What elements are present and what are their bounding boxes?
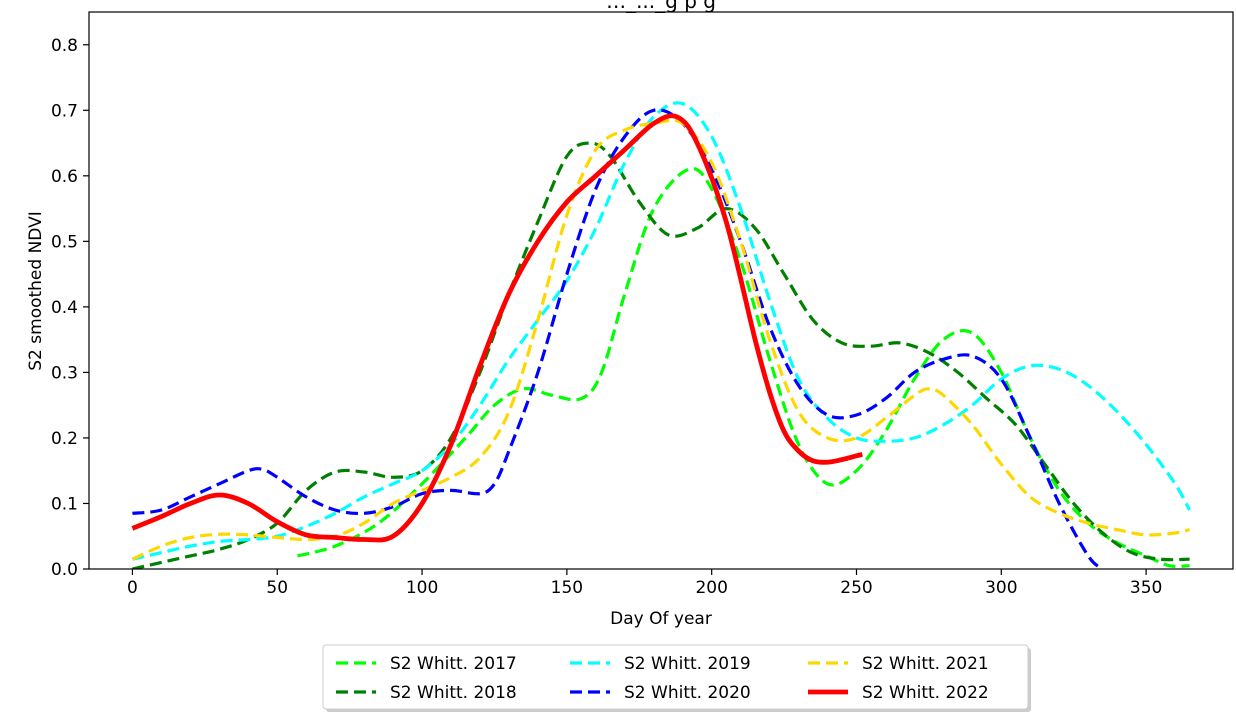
- y-tick-label: 0.7: [51, 101, 78, 121]
- y-tick-label: 0.8: [51, 36, 78, 56]
- legend-label: S2 Whitt. 2020: [624, 683, 751, 703]
- series-line-5: [131, 118, 1190, 561]
- y-tick-label: 0.5: [51, 232, 78, 252]
- chart-title: …_..._g p g: [606, 0, 716, 13]
- x-tick-label: 50: [266, 578, 288, 598]
- y-tick-label: 0.4: [51, 298, 78, 318]
- series-line-4: [132, 108, 1104, 569]
- legend-box: [322, 644, 1029, 710]
- legend: S2 Whitt. 2017 S2 Whitt. 2018 S2 Whitt. 20…: [322, 644, 1031, 712]
- x-tick-label: 350: [1130, 578, 1162, 598]
- x-tick-label: 300: [985, 578, 1017, 598]
- x-tick-label: 100: [406, 578, 438, 598]
- x-tick-label: 200: [695, 578, 727, 598]
- legend-label: S2 Whitt. 2018: [390, 683, 517, 703]
- legend-label: S2 Whitt. 2019: [624, 654, 751, 674]
- series-line-6: [131, 113, 863, 543]
- y-axis-label: S2 smoothed NDVI: [26, 211, 46, 370]
- plot-area: [88, 11, 1234, 570]
- y-axis: 0.0 0.1 0.2 0.3 0.4 0.5 0.6 0.7 0.8: [51, 36, 89, 580]
- series-line-3: [132, 101, 1191, 561]
- y-tick-label: 0.6: [51, 167, 78, 187]
- legend-label: S2 Whitt. 2022: [862, 683, 989, 703]
- y-tick-label: 0.0: [51, 560, 78, 580]
- y-tick-label: 0.2: [51, 429, 78, 449]
- y-tick-label: 0.1: [51, 494, 78, 514]
- legend-label: S2 Whitt. 2017: [390, 654, 517, 674]
- legend-label: S2 Whitt. 2021: [862, 654, 989, 674]
- series-line-2: [132, 141, 1190, 569]
- plot-frame: [88, 11, 1234, 570]
- x-tick-label: 0: [127, 578, 138, 598]
- x-tick-label: 250: [840, 578, 872, 598]
- x-axis: 0 50 100 150 200 250 300 350: [127, 569, 1162, 598]
- x-tick-label: 150: [551, 578, 583, 598]
- x-axis-label: Day Of year: [610, 609, 712, 629]
- series-line-1: [297, 166, 1190, 569]
- y-tick-label: 0.3: [51, 363, 78, 383]
